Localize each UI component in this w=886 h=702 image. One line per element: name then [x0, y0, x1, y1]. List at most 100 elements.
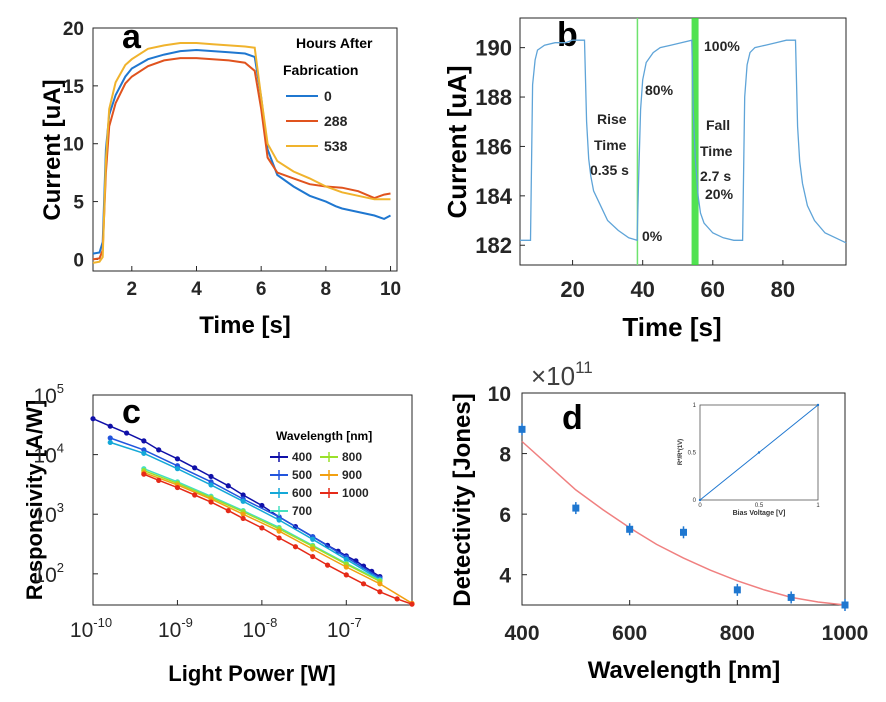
legend-title-a-line2: Fabrication	[283, 62, 358, 78]
data-point-c	[208, 473, 214, 480]
x-tick-label-a: 10	[380, 279, 401, 300]
data-point-d	[787, 593, 795, 601]
x-tick-label-d: 600	[612, 622, 647, 645]
inset-data-point	[757, 451, 761, 454]
inset-x-tick-label: 1	[816, 503, 820, 509]
panel-a: a Current [uA] Time [s] 2 4 6 8 10 05101520 …	[39, 18, 401, 339]
y-axis-label-d: Detectivity [Jones]	[449, 393, 476, 606]
x-tick-base-c: 10	[327, 619, 350, 642]
panel-label-a: a	[122, 18, 142, 56]
y-axis-label-a: Current [uA]	[39, 79, 66, 220]
x-axis-label-c: Light Power [W]	[168, 661, 335, 686]
data-point-d	[680, 528, 687, 536]
annotation-80pct: 80%	[645, 82, 674, 98]
data-point-c	[310, 553, 316, 560]
data-point-c	[276, 528, 282, 534]
x-tick-label-c: 10-9	[158, 615, 193, 642]
y-tick-label-d: 4	[499, 565, 511, 588]
data-point-c	[141, 471, 147, 477]
x-tick-label-a: 8	[321, 279, 332, 300]
x-tick-label-c: 10-10	[70, 615, 112, 642]
inset-y-tick-label: 0	[693, 498, 697, 504]
series-line-c-700	[143, 468, 381, 581]
data-point-c	[174, 484, 181, 491]
annotations-b: Rise Time 0.35 s Fall Time 2.7 s 100% 80…	[590, 38, 740, 244]
x-axis-label-d: Wavelength [nm]	[588, 657, 780, 684]
legend-label-c: 400	[292, 450, 312, 464]
annotation-rise: Rise	[597, 111, 627, 127]
x-tick-label-c: 10-8	[242, 615, 277, 642]
data-point-c	[123, 430, 130, 436]
inset-x-tick-label: 0.5	[755, 503, 764, 509]
data-point-c	[324, 562, 331, 568]
legend-label-c: 900	[342, 468, 362, 482]
x-tick-exponent-c: -10	[93, 615, 112, 630]
data-point-c	[310, 546, 316, 552]
annotation-100pct: 100%	[704, 38, 740, 54]
y-tick-label-c: 103	[33, 500, 64, 527]
legend-label-a: 538	[324, 138, 348, 154]
inset-d: Bias Voltage [V] R*/R*(1V) 00 0.5 0.5 1 1	[678, 403, 820, 517]
data-point-c	[141, 438, 147, 444]
series-line-a-288	[92, 57, 391, 261]
x-tick-label-d: 800	[720, 622, 755, 645]
data-point-d	[572, 504, 580, 512]
plot-c-frame	[92, 394, 413, 606]
legend-label-a: 0	[324, 88, 332, 104]
x-tick-exponent-c: -9	[181, 615, 193, 630]
data-point-c	[394, 596, 400, 602]
legend-label-c: 700	[292, 504, 312, 518]
y-axis-label-c: Responsivity [A/W]	[22, 400, 47, 600]
y-tick-label-b: 190	[475, 36, 512, 61]
panel-d: d Detectivity [Jones] Wavelength [nm] ×1…	[449, 358, 868, 684]
data-point-c	[225, 508, 231, 514]
data-point-d	[518, 425, 526, 433]
y-tick-base-c: 10	[33, 564, 56, 587]
legend-label-c: 600	[292, 486, 312, 500]
data-point-c	[240, 511, 246, 517]
annotation-0pct: 0%	[642, 228, 663, 244]
y-tick-exponent-c: 3	[57, 500, 64, 515]
data-point-c	[174, 466, 181, 472]
inset-data-point	[816, 403, 820, 407]
y-tick-label-a: 5	[73, 193, 84, 214]
data-point-d	[733, 586, 741, 594]
x-tick-label-b: 40	[630, 277, 654, 302]
data-point-c	[240, 498, 246, 504]
x-tick-label-b: 80	[771, 277, 795, 302]
legend-label-c: 500	[292, 468, 312, 482]
data-point-c	[192, 492, 198, 498]
data-point-c	[360, 581, 367, 587]
data-point-c	[208, 482, 214, 488]
y-tick-label-a: 15	[63, 77, 85, 98]
plot-a-frame	[92, 27, 398, 272]
y-tick-label-c: 102	[33, 560, 64, 587]
inset-data-point	[698, 498, 702, 502]
series-line-a-538	[92, 42, 391, 264]
legend-title-c: Wavelength [nm]	[276, 429, 372, 443]
x-tick-label-b: 60	[701, 277, 725, 302]
series-line-c-800	[143, 469, 381, 582]
y-tick-label-b: 186	[475, 134, 512, 159]
plot-b-frame	[519, 17, 847, 266]
y-tick-label-d: 6	[499, 504, 511, 527]
y-tick-label-d: 8	[499, 444, 511, 467]
y-tick-base-c: 10	[33, 445, 56, 468]
series-line-b	[520, 39, 847, 244]
y-tick-label-d: 10	[488, 383, 511, 406]
data-point-c	[377, 581, 383, 587]
x-axis-label-b: Time [s]	[622, 312, 721, 342]
x-tick-label-b: 20	[560, 277, 584, 302]
inset-y-tick-label: 0.5	[688, 451, 697, 457]
legend-label-c: 800	[342, 450, 362, 464]
data-point-d	[626, 525, 634, 533]
y-tick-exponent-c: 4	[57, 441, 64, 456]
x-tick-base-c: 10	[70, 619, 93, 642]
data-point-c	[377, 589, 383, 595]
data-point-c	[107, 423, 113, 429]
data-point-c	[156, 477, 162, 483]
annotation-fall: Fall	[706, 117, 730, 133]
x-tick-label-c: 10-7	[327, 615, 362, 642]
y-tick-label-b: 184	[475, 184, 512, 209]
y-tick-base-c: 10	[33, 385, 56, 408]
